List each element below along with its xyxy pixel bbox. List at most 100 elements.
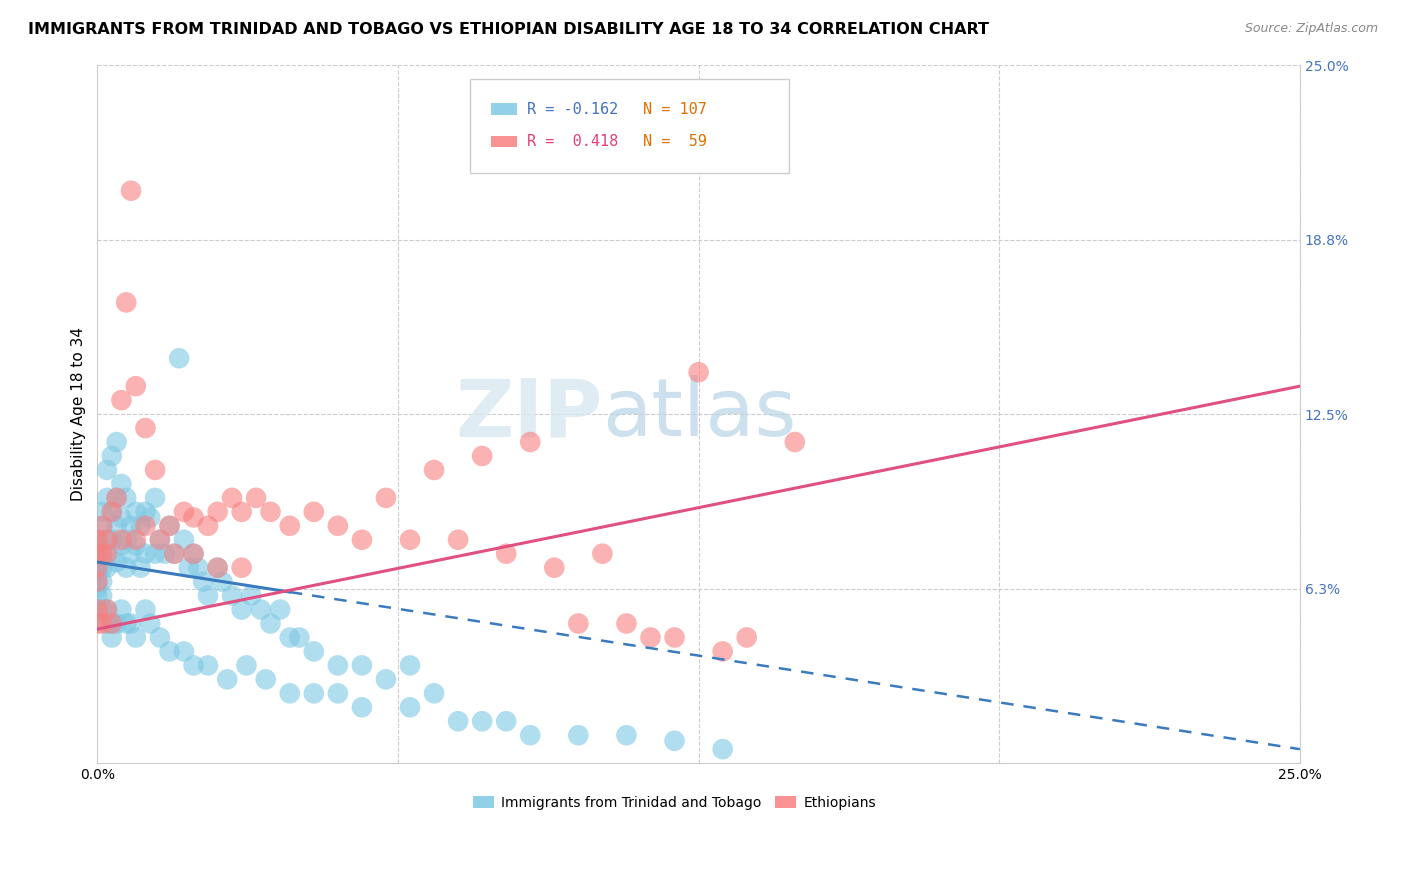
Point (110, 538, 132, 552)
Point (183, 547, 205, 561)
Point (101, 616, 124, 631)
Point (591, 547, 613, 561)
FancyBboxPatch shape (470, 79, 789, 173)
Y-axis label: Disability Age 18 to 34: Disability Age 18 to 34 (72, 327, 86, 501)
Point (105, 518, 128, 533)
Point (115, 616, 138, 631)
Point (183, 658, 205, 673)
Point (86, 602, 108, 616)
Point (91, 574, 114, 589)
Point (163, 547, 186, 561)
Point (149, 533, 172, 547)
Point (125, 379, 148, 393)
Point (86, 560, 108, 574)
Point (134, 602, 156, 616)
Point (302, 686, 325, 700)
Point (86, 574, 108, 589)
Point (96, 463, 118, 477)
Text: IMMIGRANTS FROM TRINIDAD AND TOBAGO VS ETHIOPIAN DISABILITY AGE 18 TO 34 CORRELA: IMMIGRANTS FROM TRINIDAD AND TOBAGO VS E… (28, 22, 988, 37)
Point (96, 602, 118, 616)
Point (91, 518, 114, 533)
Point (159, 518, 181, 533)
Point (96, 533, 118, 547)
Point (423, 463, 446, 477)
Point (159, 644, 181, 658)
Point (399, 658, 422, 673)
Point (231, 560, 253, 574)
Point (125, 631, 148, 645)
Point (134, 547, 156, 561)
Point (96, 560, 118, 574)
Point (139, 616, 162, 631)
Point (91, 518, 114, 533)
Point (183, 547, 205, 561)
Point (110, 393, 132, 408)
Point (217, 673, 239, 687)
Point (105, 491, 128, 505)
Point (96, 616, 118, 631)
Point (350, 658, 373, 673)
Point (519, 435, 541, 450)
Point (91, 547, 114, 561)
Point (197, 658, 219, 673)
Point (616, 728, 638, 742)
Point (187, 560, 209, 574)
Point (125, 538, 148, 552)
Point (173, 505, 195, 519)
Point (115, 491, 138, 505)
Text: N =  59: N = 59 (644, 135, 707, 149)
Point (96, 491, 118, 505)
Point (115, 560, 138, 574)
Point (86, 538, 108, 552)
Point (129, 560, 152, 574)
Point (399, 533, 422, 547)
Point (211, 574, 233, 589)
Point (110, 510, 132, 524)
Point (96, 533, 118, 547)
Point (447, 533, 470, 547)
Point (105, 616, 128, 631)
Point (110, 602, 132, 616)
Point (207, 560, 229, 574)
Point (374, 491, 396, 505)
Point (96, 547, 118, 561)
Point (159, 518, 181, 533)
Point (197, 589, 219, 603)
Point (193, 574, 215, 589)
Point (177, 560, 200, 574)
Point (616, 616, 638, 631)
Point (519, 728, 541, 742)
Point (120, 518, 142, 533)
Point (278, 631, 301, 645)
Point (101, 547, 124, 561)
Point (105, 491, 128, 505)
Point (302, 505, 325, 519)
Point (278, 686, 301, 700)
Point (374, 673, 396, 687)
Point (543, 560, 565, 574)
Point (326, 658, 349, 673)
Point (735, 631, 758, 645)
Point (567, 728, 589, 742)
Point (207, 560, 229, 574)
Point (711, 742, 734, 756)
Point (86, 547, 108, 561)
Point (183, 510, 205, 524)
Text: R =  0.418: R = 0.418 (527, 135, 617, 149)
Text: R = -0.162: R = -0.162 (527, 102, 617, 117)
Point (101, 631, 124, 645)
Point (259, 616, 281, 631)
Point (149, 631, 172, 645)
Point (86, 564, 108, 578)
Point (86, 580, 108, 594)
Point (115, 533, 138, 547)
Point (86, 602, 108, 616)
Point (105, 435, 128, 450)
Point (125, 533, 148, 547)
Point (86, 555, 108, 569)
Point (86, 566, 108, 581)
Point (134, 505, 156, 519)
Point (86, 533, 108, 547)
Point (91, 505, 114, 519)
Text: N = 107: N = 107 (644, 102, 707, 117)
